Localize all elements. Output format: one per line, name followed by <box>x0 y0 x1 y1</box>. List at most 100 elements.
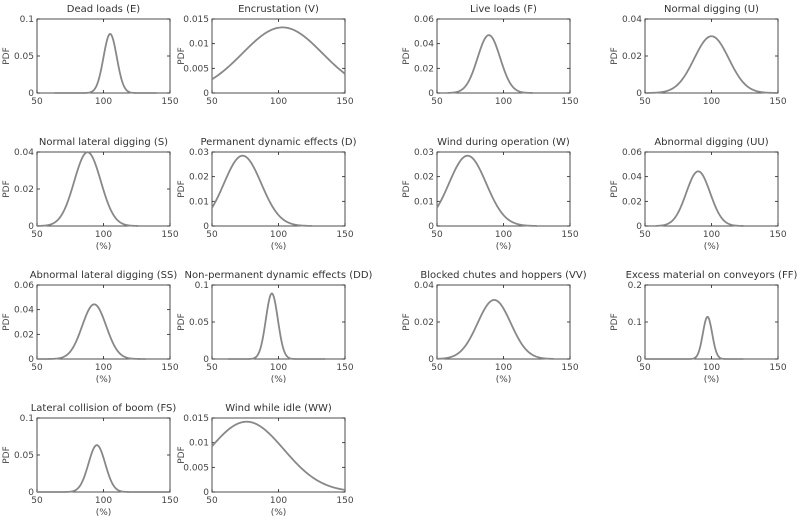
x-tick-label: 150 <box>336 97 353 107</box>
y-axis-label: PDF <box>2 446 12 464</box>
y-axis-label: PDF <box>402 180 412 198</box>
panel-title: Abnormal digging (UU) <box>654 137 768 148</box>
pdf-curve <box>211 154 312 227</box>
pdf-curve <box>36 151 139 227</box>
x-axis-label: (%) <box>96 242 112 252</box>
x-tick-label: 150 <box>336 230 353 240</box>
y-tick-label: 0.04 <box>622 15 642 25</box>
y-tick-label: 0.04 <box>414 40 434 50</box>
panel-title: Live loads (F) <box>470 4 537 15</box>
y-tick-label: 0.1 <box>20 15 34 25</box>
y-axis-label: PDF <box>177 47 187 65</box>
y-tick-label: 0.01 <box>414 197 434 207</box>
chart-panel: Live loads (F) 50 100 150 0 0.02 0.04 0.06 PDF <box>402 4 579 107</box>
panel-title: Lateral collision of boom (FS) <box>31 403 177 414</box>
y-tick-label: 0.02 <box>414 173 434 183</box>
x-tick-label: 100 <box>703 97 720 107</box>
y-tick-label: 0.005 <box>183 64 209 74</box>
pdf-curve <box>37 303 147 360</box>
pdf-curve <box>447 34 533 94</box>
pdf-curve <box>227 292 326 360</box>
x-axis-label: (%) <box>271 375 287 385</box>
x-tick-label: 50 <box>639 363 651 373</box>
chart-panel: Permanent dynamic effects (D) 50 100 150 0 0.… <box>177 137 357 252</box>
x-tick-label: 150 <box>561 363 578 373</box>
plot-frame <box>436 18 571 94</box>
y-tick-label: 0.05 <box>189 318 209 328</box>
y-tick-label: 0 <box>28 488 34 498</box>
panel-title: Normal digging (U) <box>664 4 759 15</box>
chart-panel: Abnormal digging (UU) 50 100 150 0 0.02 0.04 0.… <box>610 137 787 252</box>
x-tick-label: 100 <box>95 230 112 240</box>
y-tick-label: 0 <box>428 355 434 365</box>
x-tick-label: 150 <box>336 496 353 506</box>
chart-panel: Lateral collision of boom (FS) 50 100 150 0 0… <box>2 403 179 518</box>
y-axis-label: PDF <box>2 180 12 198</box>
x-tick-label: 50 <box>31 363 43 373</box>
x-axis-label: (%) <box>271 242 287 252</box>
x-tick-label: 50 <box>431 97 443 107</box>
y-axis-label: PDF <box>610 180 620 198</box>
y-tick-label: 0.1 <box>195 281 209 291</box>
chart-panel: Wind during operation (W) 50 100 150 0 0.01 0.… <box>402 137 579 252</box>
y-tick-label: 0 <box>428 222 434 232</box>
x-tick-label: 50 <box>31 496 43 506</box>
x-tick-label: 50 <box>31 97 43 107</box>
y-tick-label: 0.02 <box>414 318 434 328</box>
y-tick-label: 0 <box>636 222 642 232</box>
y-tick-label: 0 <box>636 89 642 99</box>
x-tick-label: 50 <box>31 230 43 240</box>
y-tick-label: 0.015 <box>183 15 209 25</box>
chart-panel: Non-permanent dynamic effects (DD) 50 100 1… <box>177 270 373 385</box>
x-tick-label: 100 <box>95 363 112 373</box>
y-tick-label: 0.01 <box>189 40 209 50</box>
x-tick-label: 150 <box>769 230 786 240</box>
y-tick-label: 0.015 <box>183 414 209 424</box>
y-tick-label: 0 <box>28 89 34 99</box>
pdf-curve <box>647 35 776 94</box>
y-axis-label: PDF <box>177 313 187 331</box>
panel-title: Wind during operation (W) <box>437 137 570 148</box>
pdf-curve <box>645 315 744 360</box>
y-tick-label: 0.03 <box>189 148 209 158</box>
y-tick-label: 0.01 <box>189 197 209 207</box>
y-tick-label: 0.06 <box>414 15 434 25</box>
x-axis-label: (%) <box>96 508 112 518</box>
x-tick-label: 100 <box>703 230 720 240</box>
x-axis-label: (%) <box>271 508 287 518</box>
panel-title: Encrustation (V) <box>238 4 319 15</box>
x-tick-label: 150 <box>161 496 178 506</box>
x-tick-label: 150 <box>561 230 578 240</box>
x-tick-label: 100 <box>270 363 287 373</box>
chart-panel: Normal lateral digging (S) 50 100 150 0 0.02 0… <box>2 137 179 252</box>
plot-frame <box>644 284 779 360</box>
plot-frame <box>436 284 571 360</box>
chart-panel: Dead loads (E) 50 100 150 0 0.05 0.1 PDF <box>2 4 179 107</box>
pdf-curve <box>211 420 346 491</box>
y-tick-label: 0.02 <box>189 173 209 183</box>
panel-title: Dead loads (E) <box>67 4 140 15</box>
x-tick-label: 50 <box>206 97 218 107</box>
chart-panel: Normal digging (U) 50 100 150 0 0.02 0.04 PDF <box>610 4 787 107</box>
x-tick-label: 100 <box>495 363 512 373</box>
x-tick-label: 100 <box>95 97 112 107</box>
chart-panel: Blocked chutes and hoppers (VV) 50 100 150 0… <box>402 270 587 385</box>
y-tick-label: 0.02 <box>622 52 642 62</box>
pdf-curve <box>211 26 346 80</box>
y-tick-label: 0.005 <box>183 463 209 473</box>
x-tick-label: 100 <box>95 496 112 506</box>
pdf-curve <box>436 154 537 227</box>
y-tick-label: 0.04 <box>622 173 642 183</box>
panel-title: Wind while idle (WW) <box>225 403 332 414</box>
plot-frame <box>644 18 779 94</box>
pdf-curve <box>655 170 744 227</box>
x-tick-label: 50 <box>639 97 651 107</box>
y-tick-label: 0 <box>28 222 34 232</box>
y-tick-label: 0.06 <box>14 281 34 291</box>
y-tick-label: 0 <box>28 355 34 365</box>
x-tick-label: 150 <box>336 363 353 373</box>
x-axis-label: (%) <box>704 242 720 252</box>
x-axis-label: (%) <box>704 375 720 385</box>
plot-frame <box>644 151 779 227</box>
y-tick-label: 0.1 <box>20 414 34 424</box>
